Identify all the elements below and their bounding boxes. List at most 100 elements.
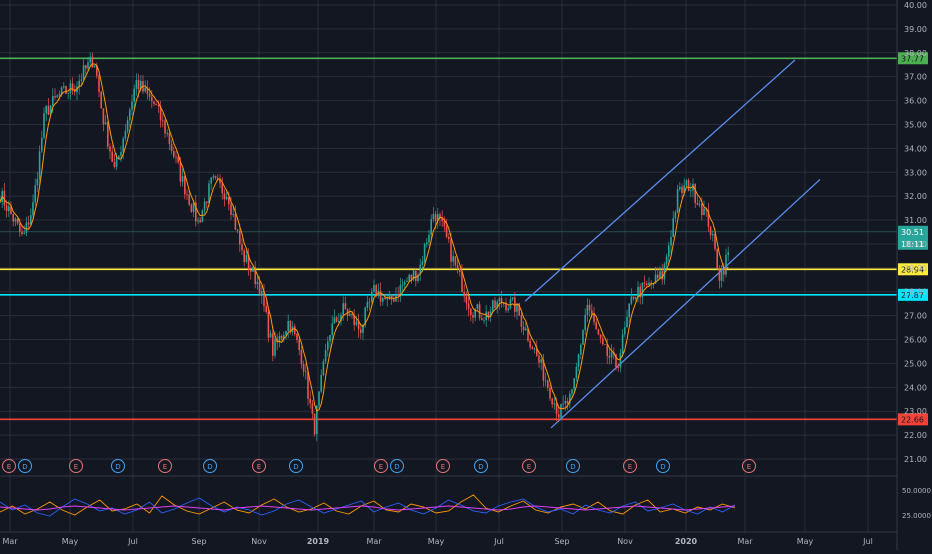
price-tick-label: 28.00 <box>904 288 927 297</box>
candle-body <box>681 186 683 194</box>
candle-body <box>333 317 336 324</box>
last-price-label: 30.51 <box>901 228 924 237</box>
candle-body <box>41 137 43 152</box>
candle-body <box>267 311 270 338</box>
dividend-marker[interactable]: D <box>203 459 217 473</box>
earnings-marker[interactable]: E <box>2 459 16 473</box>
candle-body <box>663 264 666 280</box>
candle-body <box>54 96 56 98</box>
candle-body <box>371 291 373 302</box>
candle-body <box>296 333 298 341</box>
candle-body <box>104 122 107 125</box>
candle-body <box>672 218 674 237</box>
candle-body <box>324 350 327 362</box>
candle-body <box>247 255 250 270</box>
time-axis[interactable]: Mar May Jul Sep Nov 2019 Mar May Jul Sep Nov 2020 Ma… <box>0 531 897 546</box>
dividend-marker[interactable]: D <box>18 459 32 473</box>
price-tick-label: 38.00 <box>904 49 927 58</box>
event-marker-label: E <box>527 463 531 471</box>
candle-body <box>595 322 597 330</box>
dividend-marker[interactable]: D <box>656 459 670 473</box>
candle-body <box>107 122 109 147</box>
candle-body <box>489 311 492 317</box>
event-marker-label: E <box>257 463 261 471</box>
dividend-marker[interactable]: D <box>474 459 488 473</box>
candle-body <box>258 281 261 296</box>
candle-body <box>641 282 644 298</box>
price-tick-label: 36.00 <box>904 97 927 106</box>
candle-body <box>657 274 659 279</box>
candle-body <box>52 96 54 106</box>
candle-body <box>241 244 243 251</box>
candle-body <box>470 308 472 315</box>
candle-body <box>527 328 529 341</box>
candle-body <box>60 87 63 95</box>
candle-body <box>401 284 404 286</box>
time-tick-label: May <box>428 537 445 546</box>
candle-body <box>102 108 105 125</box>
channel-line[interactable] <box>524 59 796 302</box>
candle-body <box>210 177 212 184</box>
candle-body <box>412 270 415 280</box>
candle-body <box>85 65 87 69</box>
candle-body <box>122 138 124 153</box>
candle-body <box>179 162 182 182</box>
event-marker-circle <box>742 459 756 473</box>
candle-body <box>415 270 417 282</box>
dividend-marker[interactable]: D <box>390 459 404 473</box>
trend-channel[interactable] <box>524 59 821 429</box>
earnings-marker[interactable]: E <box>374 459 388 473</box>
candle-body <box>344 303 347 310</box>
time-tick-label: May <box>62 537 79 546</box>
price-tick-label: 34.00 <box>904 144 927 153</box>
earnings-marker[interactable]: E <box>158 459 172 473</box>
candle-body <box>426 242 428 245</box>
candle-body <box>366 301 369 308</box>
horizontal-levels[interactable]: 37.77 28.94 27.87 22.66 30.51 18:11 <box>0 52 928 426</box>
price-axis[interactable]: 40.00 39.00 38.00 37.00 36.00 35.00 34.00 33.00… <box>896 0 931 550</box>
candle-body <box>551 398 553 405</box>
earnings-marker[interactable]: E <box>623 459 637 473</box>
time-tick-label: Nov <box>617 537 633 546</box>
candle-body <box>518 303 520 316</box>
candle-body <box>19 223 21 232</box>
earnings-marker[interactable]: E <box>742 459 756 473</box>
candle-body <box>71 83 74 91</box>
candle-body <box>89 56 91 63</box>
candle-body <box>443 221 446 227</box>
candle-body <box>558 414 560 418</box>
candle-body <box>340 314 342 322</box>
event-marker-label: E <box>747 463 751 471</box>
last-price-tag[interactable] <box>898 225 928 250</box>
candle-body <box>555 403 558 415</box>
candle-body <box>591 310 593 315</box>
candle-body <box>694 183 696 203</box>
candle-body <box>351 314 353 316</box>
candle-body <box>507 308 509 311</box>
dividend-marker[interactable]: D <box>289 459 303 473</box>
event-marker-circle <box>436 459 450 473</box>
time-tick-label: Mar <box>366 537 382 546</box>
earnings-marker[interactable]: E <box>69 459 83 473</box>
candle-body <box>67 93 69 94</box>
candle-body <box>137 80 140 90</box>
dividend-marker[interactable]: D <box>566 459 580 473</box>
candle-body <box>131 101 133 110</box>
candle-body <box>124 131 127 139</box>
candle-body <box>619 353 622 368</box>
channel-line[interactable] <box>550 178 821 429</box>
earnings-marker[interactable]: E <box>436 459 450 473</box>
candle-body <box>43 113 45 138</box>
dividend-marker[interactable]: D <box>111 459 125 473</box>
earnings-marker[interactable]: E <box>252 459 266 473</box>
earnings-marker[interactable]: E <box>522 459 536 473</box>
price-level-label: 27.87 <box>901 291 924 300</box>
candle-body <box>360 329 362 333</box>
price-level-label: 37.77 <box>901 54 924 63</box>
event-marker-label: D <box>660 463 665 471</box>
candle-body <box>397 294 399 297</box>
candle-body <box>410 274 413 280</box>
